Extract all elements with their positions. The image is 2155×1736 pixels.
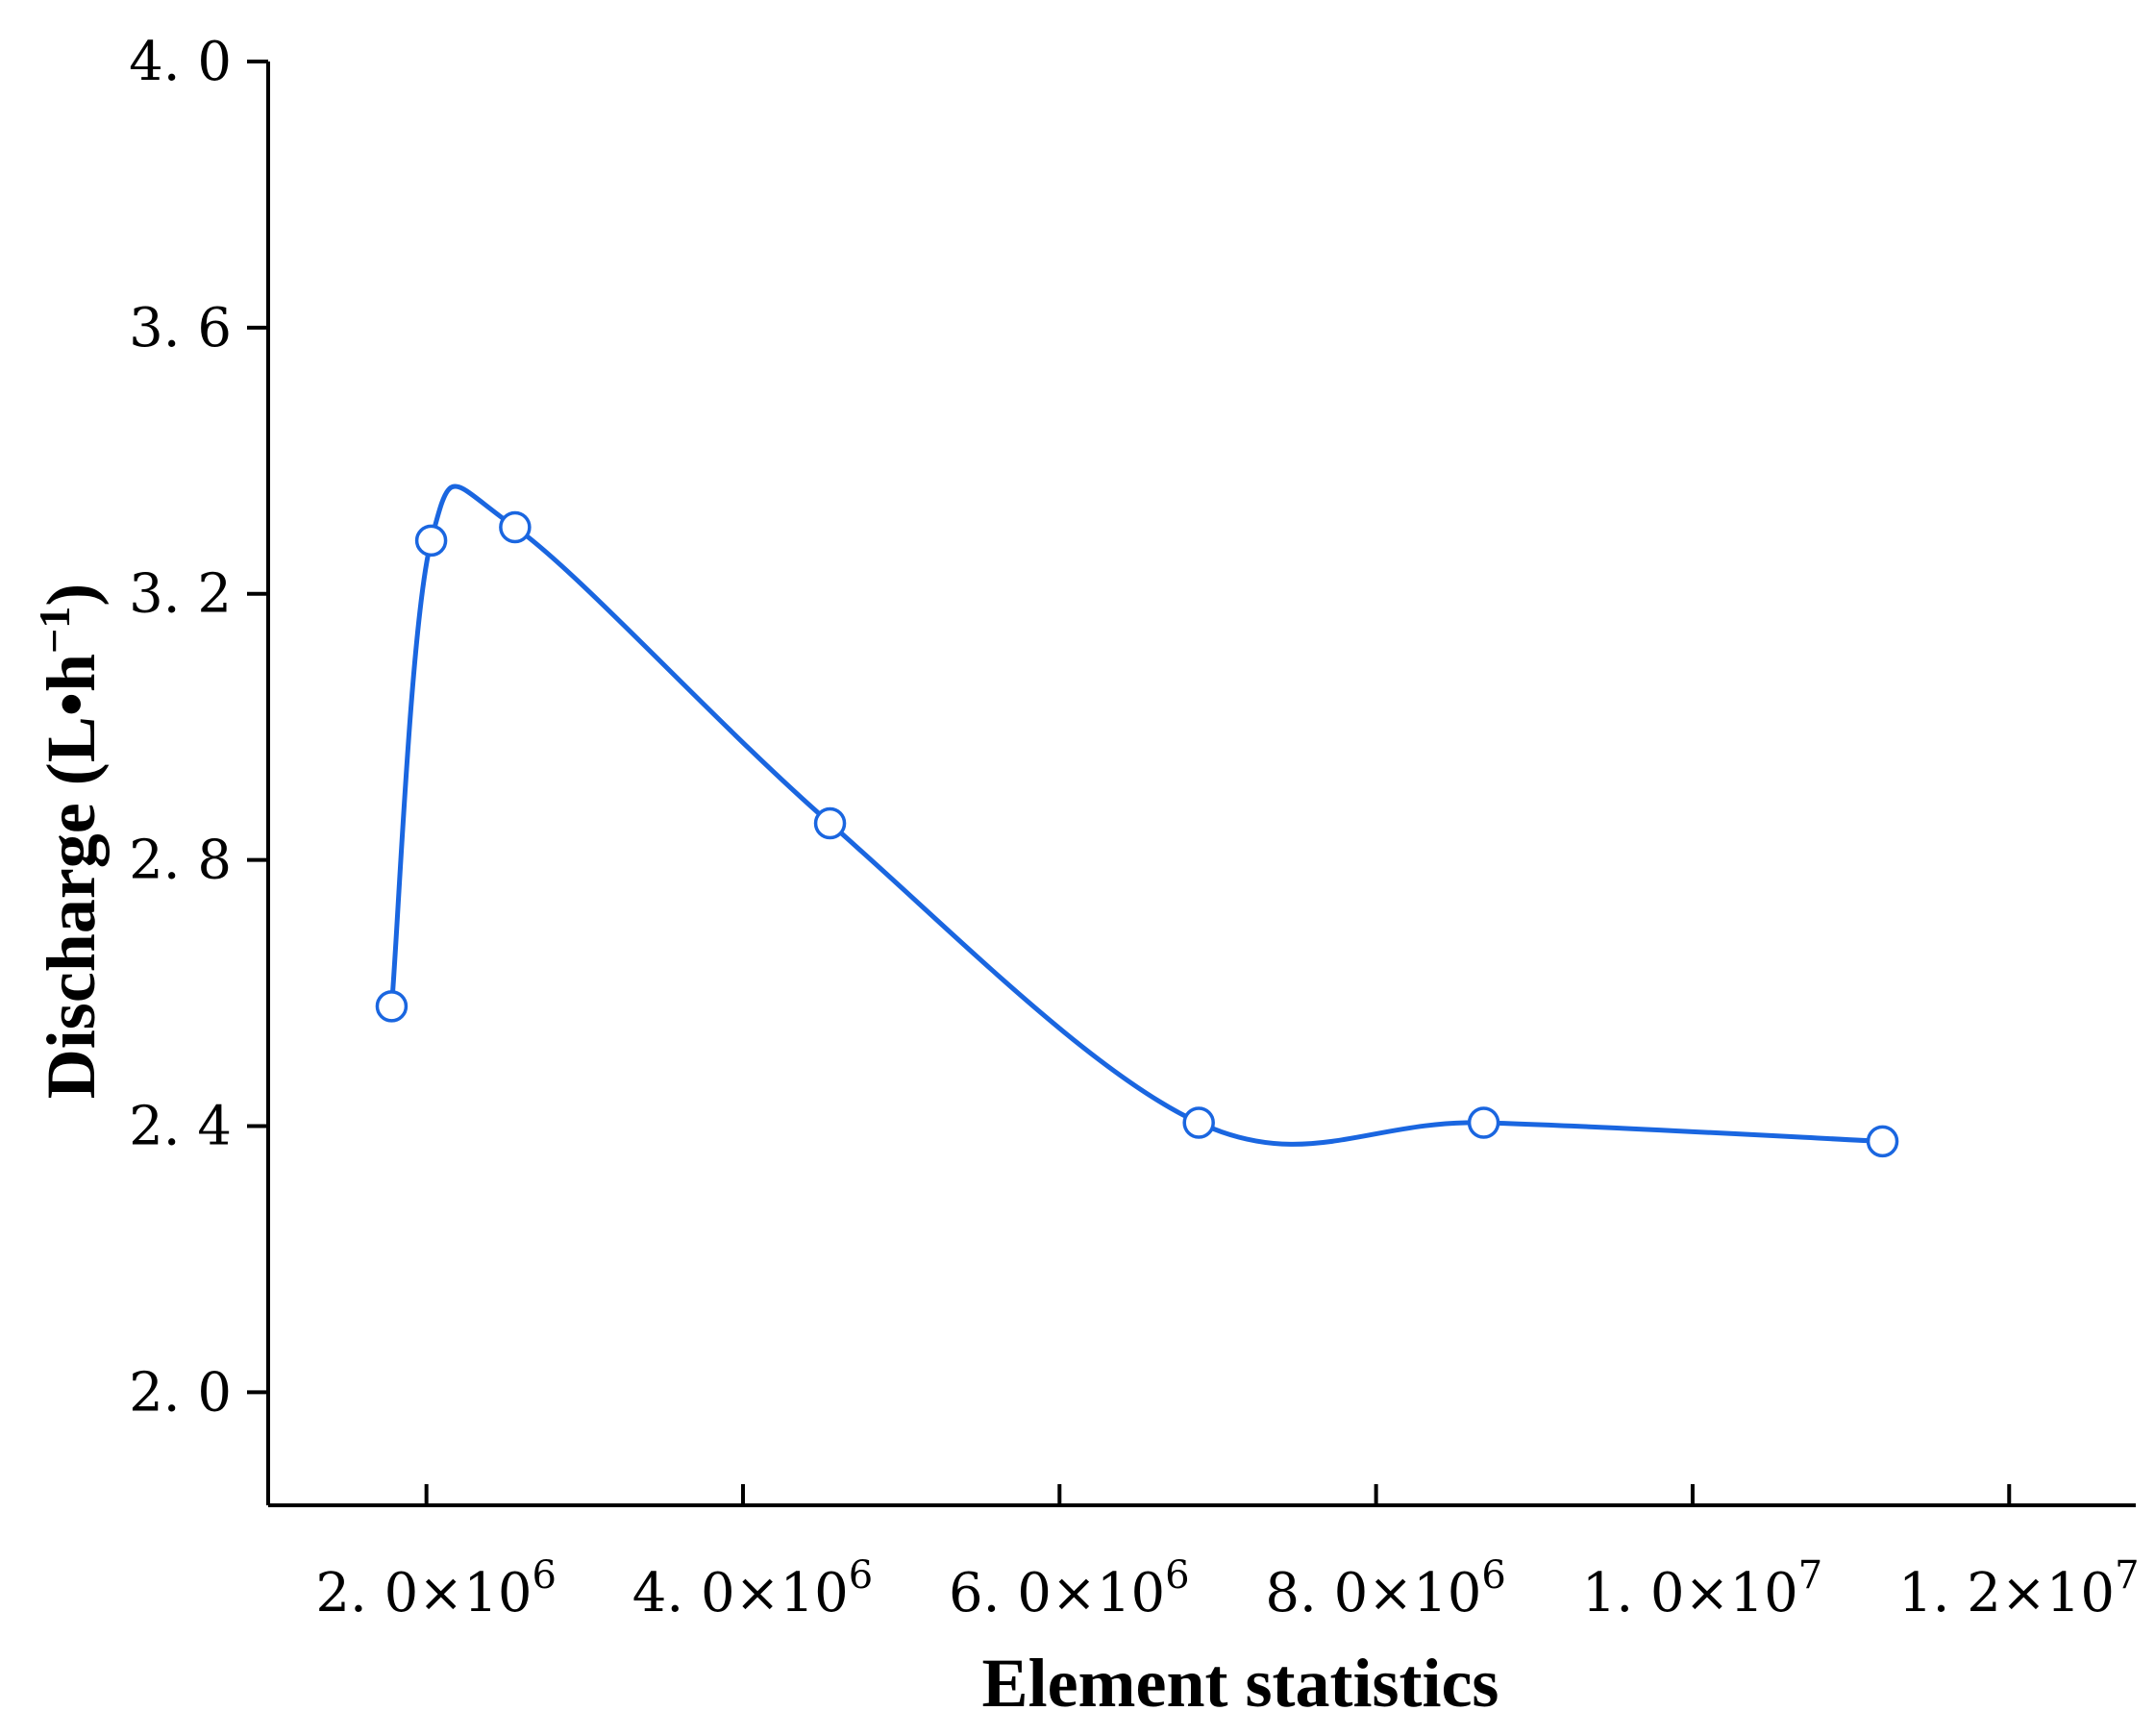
data-point xyxy=(499,510,532,544)
axes xyxy=(247,60,2136,1507)
x-tick-mantissa: 6. 0×10 xyxy=(949,1562,1165,1624)
data-point xyxy=(1182,1106,1215,1139)
x-tick-label: 1. 0×107 xyxy=(1582,1553,1823,1624)
x-tick-label: 2. 0×106 xyxy=(315,1553,557,1624)
y-tick-label: 3. 2 xyxy=(129,563,232,626)
y-axis-title-sup: −1 xyxy=(30,607,79,654)
data-point xyxy=(813,806,847,840)
x-tick-exponent: 6 xyxy=(532,1553,556,1598)
y-tick-label: 2. 0 xyxy=(129,1361,232,1424)
y-tick-label: 2. 8 xyxy=(129,830,232,892)
x-tick-label: 4. 0×106 xyxy=(632,1553,874,1624)
y-tick-label: 4. 0 xyxy=(129,31,232,93)
data-point xyxy=(414,524,448,558)
y-tick-label: 2. 4 xyxy=(129,1095,232,1157)
data-point xyxy=(375,990,409,1023)
x-tick-label: 6. 0×106 xyxy=(949,1553,1190,1624)
y-tick-label: 3. 6 xyxy=(129,297,232,360)
x-tick-exponent: 7 xyxy=(2115,1553,2139,1598)
x-tick-mantissa: 2. 0×10 xyxy=(315,1562,532,1624)
y-axis-title-close: ) xyxy=(33,583,110,607)
data-point xyxy=(1467,1106,1500,1139)
x-tick-mantissa: 4. 0×10 xyxy=(632,1562,849,1624)
y-axis-title: Discharge (L•h−1) xyxy=(30,583,110,1099)
series-line xyxy=(388,484,1886,1147)
series-layer xyxy=(375,484,1899,1158)
x-tick-mantissa: 8. 0×10 xyxy=(1265,1562,1481,1624)
x-tick-mantissa: 1. 2×10 xyxy=(1898,1562,2115,1624)
x-tick-exponent: 6 xyxy=(849,1553,873,1598)
labels: 2. 02. 42. 83. 23. 64. 02. 0×106 4. 0×106… xyxy=(30,31,2140,1722)
x-tick-label: 1. 2×107 xyxy=(1898,1553,2140,1624)
x-tick-label: 8. 0×106 xyxy=(1265,1553,1506,1624)
x-tick-mantissa: 1. 0×10 xyxy=(1582,1562,1798,1624)
y-axis-title-main: Discharge (L•h xyxy=(33,654,110,1099)
x-tick-exponent: 6 xyxy=(1481,1553,1505,1598)
data-point xyxy=(1866,1125,1899,1158)
x-axis-title: Element statistics xyxy=(982,1645,1499,1722)
x-tick-exponent: 6 xyxy=(1165,1553,1189,1598)
x-tick-exponent: 7 xyxy=(1798,1553,1822,1598)
